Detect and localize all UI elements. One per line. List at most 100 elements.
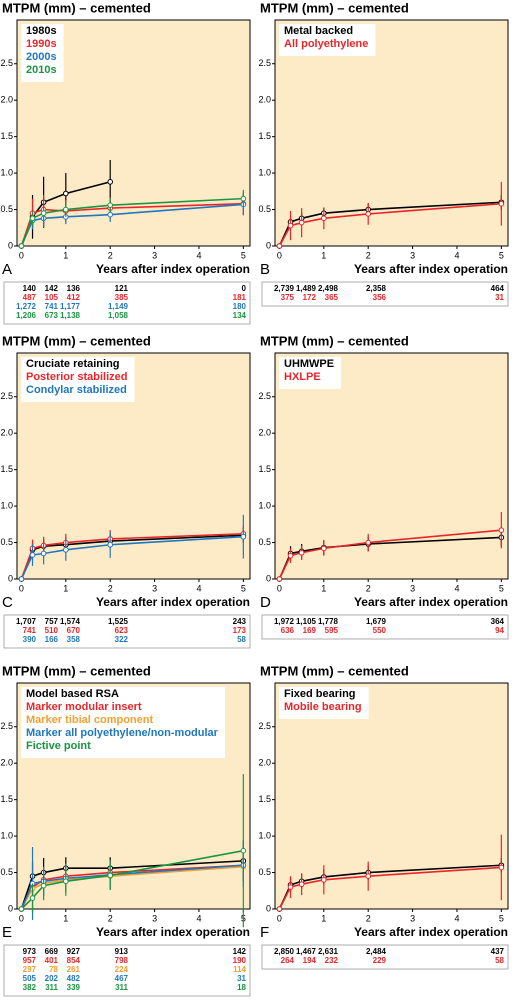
risk-number: 741 — [45, 302, 59, 311]
risk-number: 1,177 — [60, 302, 81, 311]
risk-number: 2,484 — [366, 947, 387, 956]
risk-number: 166 — [45, 635, 59, 644]
data-point — [18, 243, 25, 249]
risk-number: 322 — [115, 635, 129, 644]
risk-number: 78 — [49, 965, 58, 974]
x-tick-label: 0 — [19, 250, 24, 260]
data-point — [298, 881, 305, 888]
risk-number: 58 — [237, 635, 246, 644]
risk-number: 636 — [281, 626, 295, 635]
risk-number: 1,778 — [318, 617, 339, 626]
data-point — [40, 210, 47, 216]
x-tick-label: 4 — [454, 913, 459, 923]
legend-entry: Mobile bearing — [284, 701, 362, 713]
risk-table-box — [3, 614, 251, 649]
data-point — [107, 872, 113, 879]
y-tick-label: 0.5 — [0, 537, 13, 547]
risk-number: 190 — [233, 956, 247, 965]
risk-number: 741 — [23, 626, 37, 635]
risk-number: 140 — [23, 284, 37, 293]
y-tick-label: 0 — [8, 903, 13, 913]
risk-number: 58 — [495, 956, 504, 965]
data-point — [287, 884, 294, 890]
risk-number: 927 — [67, 947, 81, 956]
data-point — [63, 547, 69, 553]
y-tick-label: 2.5 — [258, 58, 271, 68]
x-axis-label: Years after index operation — [354, 925, 508, 939]
y-tick-label: 0 — [8, 573, 13, 583]
risk-number: 18 — [237, 983, 246, 992]
risk-number: 114 — [233, 965, 246, 974]
data-point — [63, 190, 69, 197]
x-tick-label: 1 — [321, 913, 326, 923]
panel-label: C — [2, 594, 13, 611]
data-point — [29, 215, 36, 222]
legend-entry: Marker all polyethylene/non-modular — [26, 727, 219, 739]
risk-number: 1,138 — [60, 311, 81, 320]
x-tick-label: 3 — [410, 583, 415, 593]
x-tick-label: 5 — [499, 250, 504, 260]
risk-number: 1,058 — [108, 311, 129, 320]
data-point — [365, 211, 372, 217]
risk-number: 957 — [23, 956, 37, 965]
legend-box — [279, 24, 376, 56]
risk-number: 757 — [45, 617, 59, 626]
y-tick-label: 0.5 — [258, 867, 271, 877]
risk-number: 1,489 — [296, 284, 317, 293]
risk-number: 2,850 — [274, 947, 295, 956]
legend-entry: UHMWPE — [284, 358, 334, 370]
risk-number: 2,739 — [274, 284, 295, 293]
series-line — [20, 197, 244, 247]
risk-number: 173 — [233, 626, 247, 635]
y-tick-label: 0.5 — [0, 204, 13, 214]
x-tick-label: 4 — [196, 913, 201, 923]
data-point — [107, 202, 113, 208]
legend-entry: 2000s — [26, 51, 57, 63]
legend-entry: 1990s — [26, 38, 57, 50]
risk-number: 311 — [115, 983, 128, 992]
y-tick-label: 2.0 — [0, 428, 13, 438]
x-tick-label: 3 — [410, 250, 415, 260]
risk-number: 550 — [373, 626, 387, 635]
legend-entry: Marker modular insert — [26, 701, 142, 713]
risk-number: 243 — [233, 617, 247, 626]
x-tick-label: 1 — [321, 583, 326, 593]
panel-label: A — [2, 261, 12, 278]
y-tick-label: 2.0 — [258, 758, 271, 768]
y-tick-label: 2.5 — [0, 721, 13, 731]
risk-number: 595 — [325, 626, 339, 635]
risk-number: 1,272 — [16, 302, 37, 311]
y-tick-label: 0 — [266, 240, 271, 250]
legend-entry: Marker tibial component — [26, 714, 153, 726]
x-tick-label: 5 — [241, 250, 246, 260]
legend-box — [21, 687, 225, 758]
legend-box — [279, 687, 369, 719]
legend-entry: Condylar stabilized — [26, 384, 127, 396]
legend-entry: Metal backed — [284, 25, 353, 37]
x-tick-label: 5 — [499, 913, 504, 923]
risk-number: 1,574 — [60, 617, 81, 626]
chart-title: MTPM (mm) – cemented — [260, 0, 409, 15]
risk-number: 670 — [67, 626, 81, 635]
risk-table-box — [261, 281, 509, 307]
plot-area — [274, 352, 509, 580]
x-tick-label: 5 — [499, 583, 504, 593]
risk-number: 2,631 — [318, 947, 339, 956]
legend-box — [21, 24, 64, 82]
y-tick-label: 1.5 — [0, 464, 13, 474]
risk-number: 401 — [45, 956, 59, 965]
panel-label: D — [260, 594, 271, 611]
data-point — [18, 906, 25, 912]
legend-entry: HXLPE — [284, 371, 321, 383]
legend-entry: Model based RSA — [26, 688, 119, 700]
y-tick-label: 1.5 — [0, 794, 13, 804]
risk-number: 180 — [233, 302, 247, 311]
x-tick-label: 4 — [196, 250, 201, 260]
data-point — [29, 552, 36, 558]
x-tick-label: 0 — [19, 583, 24, 593]
data-point — [240, 847, 247, 854]
risk-number: 1,467 — [296, 947, 317, 956]
panel-label: F — [260, 924, 269, 941]
series-line — [278, 529, 502, 580]
